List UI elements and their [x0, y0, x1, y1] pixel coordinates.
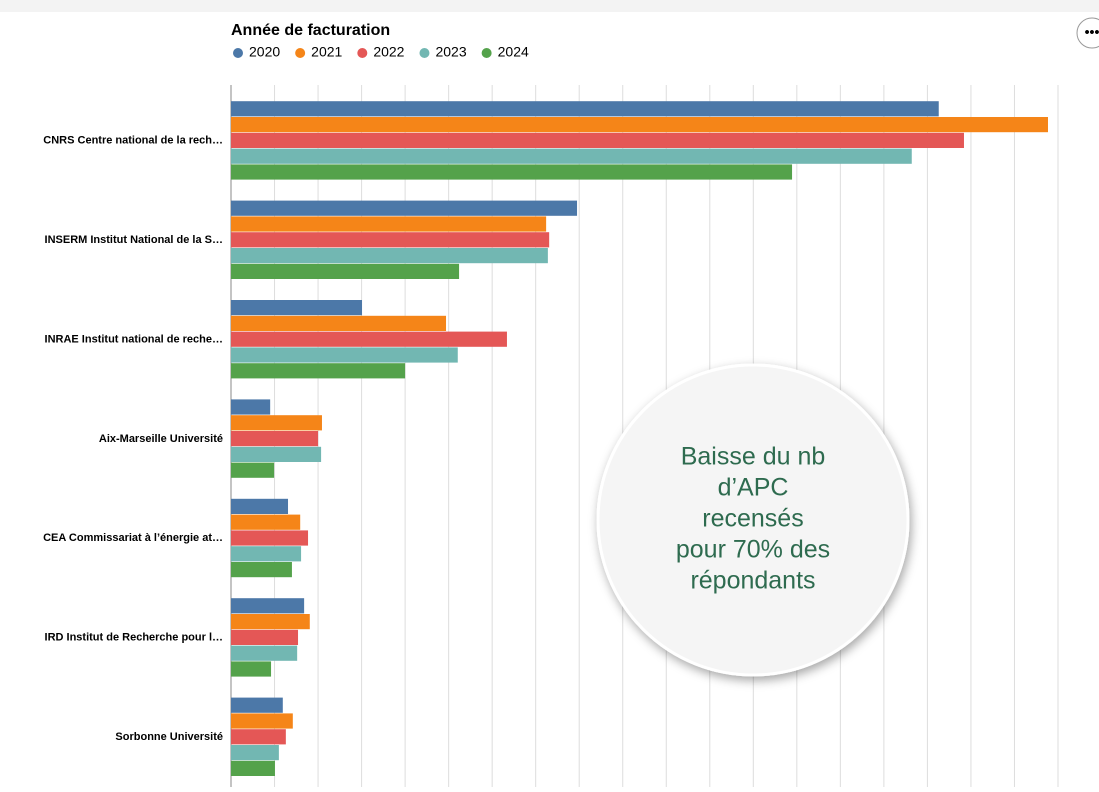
y-tick-label: CEA Commissariat à l’énergie at…: [43, 532, 223, 544]
bar: [231, 431, 319, 447]
y-tick-label: IRD Institut de Recherche pour l…: [45, 632, 223, 644]
annotation-text: recensés: [702, 505, 803, 533]
bar: [231, 645, 298, 661]
bar: [231, 148, 912, 164]
annotation-text: pour 70% des: [676, 536, 830, 564]
legend-swatch: [357, 48, 368, 58]
bar: [231, 347, 458, 363]
annotation-text: d’APC: [718, 474, 789, 502]
legend-swatch: [481, 48, 492, 58]
legend-swatch: [419, 48, 430, 58]
bar: [231, 446, 322, 462]
bar: [231, 514, 301, 530]
bar: [231, 200, 578, 216]
menu-button[interactable]: [1076, 17, 1099, 49]
bar: [231, 661, 272, 677]
y-tick-label: CNRS Centre national de la rech…: [43, 135, 223, 147]
bar: [231, 629, 299, 645]
bar: [231, 598, 305, 614]
bar: [231, 248, 548, 264]
bar: [231, 697, 283, 713]
bar: [231, 546, 302, 562]
bar: [231, 315, 447, 331]
annotation-bubble: [596, 363, 910, 677]
legend-label: 2021: [311, 44, 342, 60]
legend-label: 2022: [373, 44, 404, 60]
top-bar: [0, 0, 1099, 12]
legend-label: 2020: [249, 44, 280, 60]
bar: [231, 101, 939, 117]
bar: [231, 729, 286, 745]
bar: [231, 117, 1048, 133]
bar: [231, 263, 460, 279]
y-tick-label: Aix-Marseille Université: [99, 433, 223, 445]
bar: [231, 498, 289, 514]
bar: [231, 760, 275, 776]
bar: [231, 462, 275, 478]
bar: [231, 132, 964, 148]
bar: [231, 530, 309, 546]
bar: [231, 399, 271, 415]
menu-icon[interactable]: •••: [1085, 24, 1099, 40]
y-tick-label: INSERM Institut National de la S…: [45, 234, 223, 246]
annotation-text: répondants: [690, 567, 815, 595]
legend-label: 2024: [498, 44, 529, 60]
y-tick-label: Sorbonne Université: [115, 731, 223, 743]
bar: [231, 300, 363, 316]
bar: [231, 614, 310, 630]
legend-title: Année de facturation: [231, 22, 390, 39]
bar: [231, 745, 279, 761]
bar: [231, 164, 793, 180]
bar: [231, 415, 322, 431]
legend-swatch: [233, 48, 243, 58]
legend-label: 2023: [435, 44, 466, 60]
y-tick-label: INRAE Institut national de reche…: [45, 333, 223, 345]
bar: [231, 363, 406, 379]
bar: [231, 232, 550, 248]
bar: [231, 713, 293, 729]
annotation-text: Baisse du nb: [681, 443, 826, 471]
legend-swatch: [295, 48, 306, 58]
bar: [231, 331, 507, 347]
bar: [231, 562, 292, 578]
bar: [231, 216, 547, 232]
